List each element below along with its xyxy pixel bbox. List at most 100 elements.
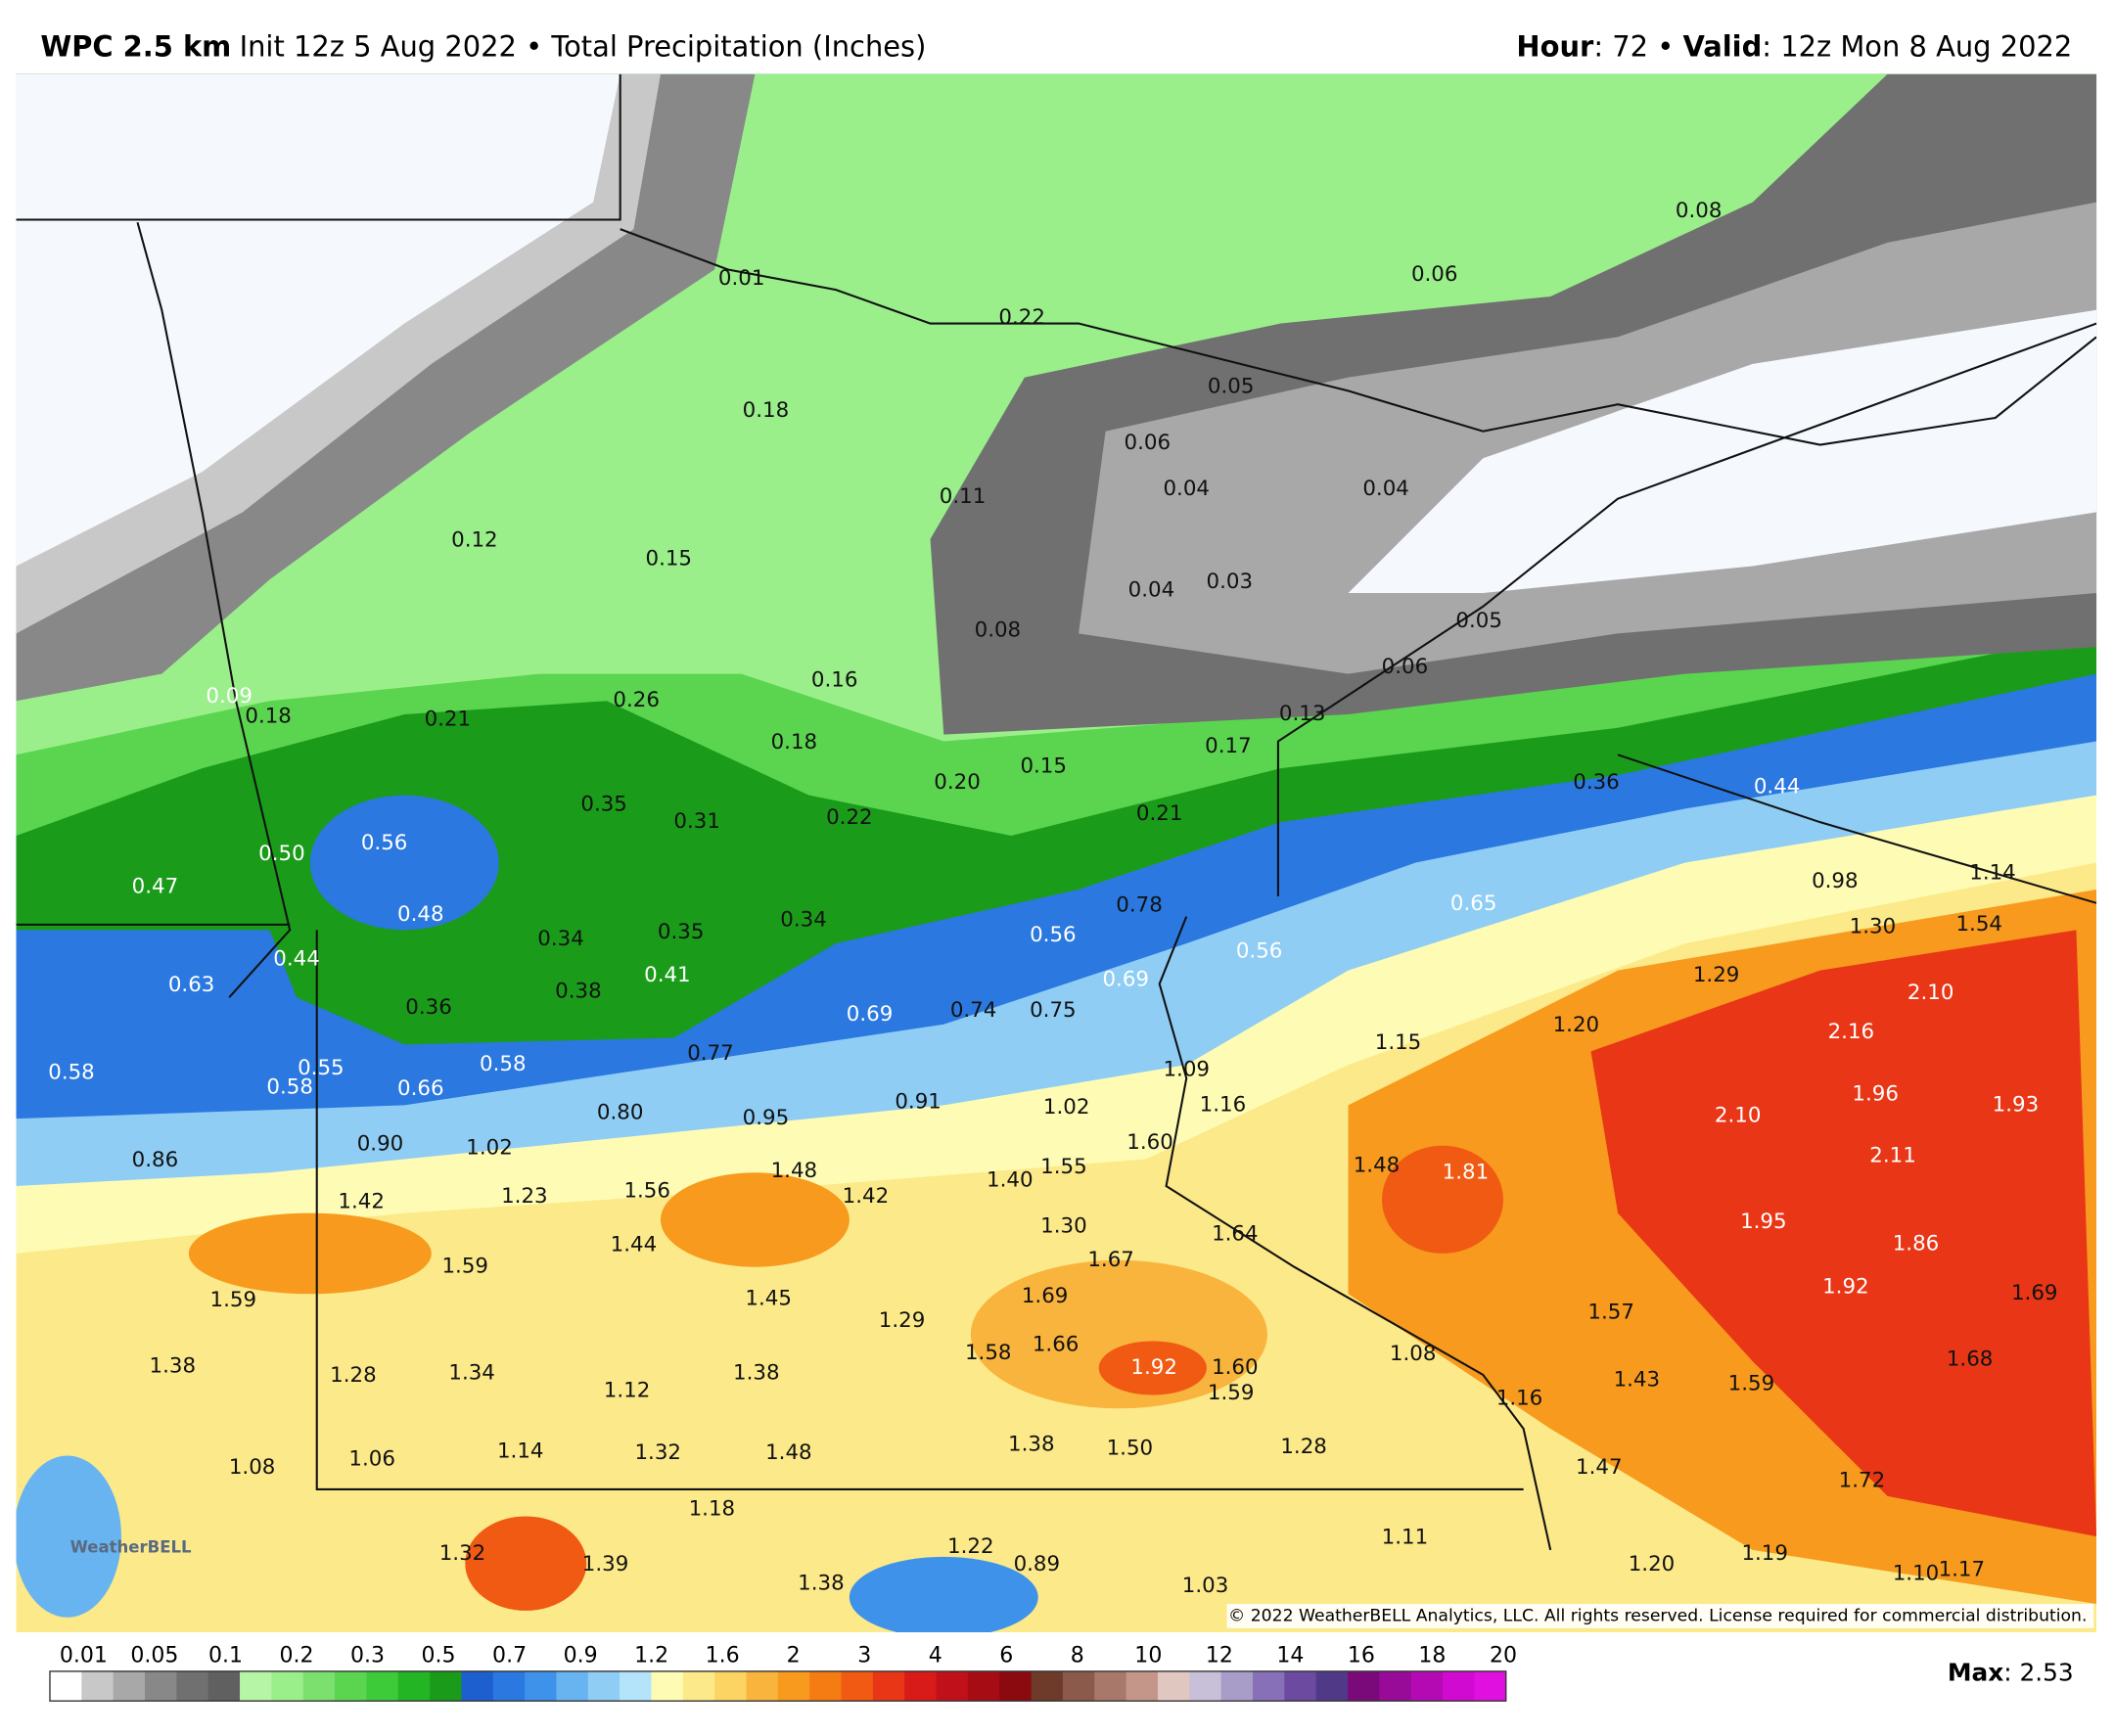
precip-label: 0.01 [718,266,765,291]
precip-label: 1.23 [501,1184,548,1209]
field-blue-blob [309,795,499,931]
legend-swatch [207,1670,241,1702]
precip-label: 1.28 [1280,1435,1327,1459]
precip-label: 1.69 [1022,1284,1069,1308]
max: Max: 2.53 [1948,1659,2074,1687]
legend-tick-label: 0.7 [492,1644,527,1668]
precip-label: 1.54 [1955,912,2002,937]
national-border [620,228,2097,446]
blob-red [1098,1341,1207,1395]
blob-orange [188,1212,432,1295]
copyright-bg [1226,1604,2094,1628]
precip-label: 1.45 [745,1287,792,1311]
legend-swatch [620,1670,652,1702]
value-labels: 0.01 0.22 0.08 0.06 0.05 0.18 0.06 0.04 0.04 0.11… [48,199,2057,1598]
precip-label: 0.18 [743,398,790,423]
legend-swatch [81,1670,115,1702]
precip-label: 0.08 [975,618,1022,643]
legend-swatch [525,1670,557,1702]
precip-label: 0.78 [1116,893,1163,918]
precip-label: 1.03 [1182,1574,1229,1598]
precip-label: 1.66 [1033,1333,1080,1357]
state-border [136,221,292,998]
precip-label: 1.09 [1163,1058,1210,1082]
precip-label: 0.35 [580,792,627,816]
precip-label: 0.21 [1136,801,1183,826]
state-border [1158,916,1552,1551]
precip-label: 0.56 [1236,938,1283,963]
max-value: : 2.53 [2003,1659,2073,1687]
precip-label: 0.58 [48,1060,95,1084]
precip-label: 1.38 [150,1354,197,1379]
header-left: WPC 2.5 km Init 12z 5 Aug 2022 • Total Pr… [40,30,926,64]
state-border [315,930,1524,1490]
legend-swatch [366,1670,399,1702]
legend-swatch [1284,1670,1317,1702]
legend-tick-label: 4 [929,1644,942,1668]
blob-orange [661,1172,850,1267]
precip-label: 0.16 [811,668,858,693]
precip-label: 1.16 [1496,1387,1543,1411]
precip-label: 0.66 [397,1076,444,1101]
precip-label: 1.48 [1354,1153,1401,1177]
field-red-se [1590,930,2097,1537]
precip-label: 0.56 [1030,923,1077,947]
legend-swatch [999,1670,1033,1702]
precip-label: 1.20 [1553,1013,1600,1037]
precip-label: 1.56 [623,1179,670,1204]
precip-label: 1.22 [947,1534,994,1559]
precip-label: 1.42 [843,1184,890,1209]
precip-label: 0.74 [950,998,997,1023]
legend-swatch [1474,1670,1507,1702]
legend-swatch [746,1670,779,1702]
legend-swatch [872,1670,905,1702]
precip-label: 1.18 [689,1497,736,1522]
precip-label: 0.38 [555,980,602,1004]
legend-swatch [397,1670,431,1702]
legend-swatch [1348,1670,1380,1702]
legend-swatch [651,1670,684,1702]
precip-label: 1.29 [879,1308,926,1333]
legend-tick-label: 14 [1276,1644,1304,1668]
precip-label: 0.75 [1030,998,1077,1023]
legend-frame [49,1670,1507,1702]
precip-label: 0.69 [847,1002,894,1027]
legend: 0.01 0.05 0.1 0.2 0.3 0.5 0.7 0.9 1.2 1.6 2 3 4 6 8 10 1… [49,1644,1517,1702]
precip-label: 0.77 [687,1041,734,1066]
precip-label: 0.20 [934,770,981,795]
precip-label: 0.05 [1455,609,1502,633]
legend-tick-label: 0.01 [60,1644,108,1668]
legend-swatch [1315,1670,1349,1702]
precip-label: 1.57 [1587,1301,1634,1325]
legend-tick-label: 2 [787,1644,801,1668]
precip-label: 1.34 [448,1360,495,1385]
precip-label: 1.30 [1040,1213,1087,1238]
valid-label: Valid [1682,30,1762,64]
blob-red [465,1516,587,1611]
precip-label: 0.65 [1450,891,1497,916]
legend-tick-label: 16 [1348,1644,1375,1668]
precip-label: 0.04 [1163,477,1210,501]
precip-label: 0.36 [1573,770,1620,795]
legend-swatch [967,1670,1000,1702]
legend-tick-label: 8 [1071,1644,1084,1668]
precip-label: 1.15 [1375,1030,1422,1055]
legend-tick-label: 12 [1206,1644,1233,1668]
precip-label: 0.44 [1754,774,1801,799]
legend-swatch [492,1670,526,1702]
legend-tick-label: 1.6 [706,1644,740,1668]
precip-label: 0.04 [1128,577,1175,602]
precip-label: 0.90 [357,1131,404,1156]
legend-swatch [1094,1670,1127,1702]
precip-label: 0.58 [480,1052,527,1076]
precip-label: 0.34 [780,908,827,933]
precip-label: 0.91 [895,1090,942,1115]
legend-tick-label: 6 [999,1644,1013,1668]
precip-label: 0.15 [1020,754,1067,779]
precip-label: 0.58 [266,1075,313,1100]
info: Init 12z 5 Aug 2022 • Total Precipitatio… [240,30,927,64]
legend-swatch [904,1670,937,1702]
precip-label: 0.22 [826,805,873,830]
precip-label: 1.02 [1043,1095,1090,1119]
legend-tick-label: 18 [1418,1644,1446,1668]
